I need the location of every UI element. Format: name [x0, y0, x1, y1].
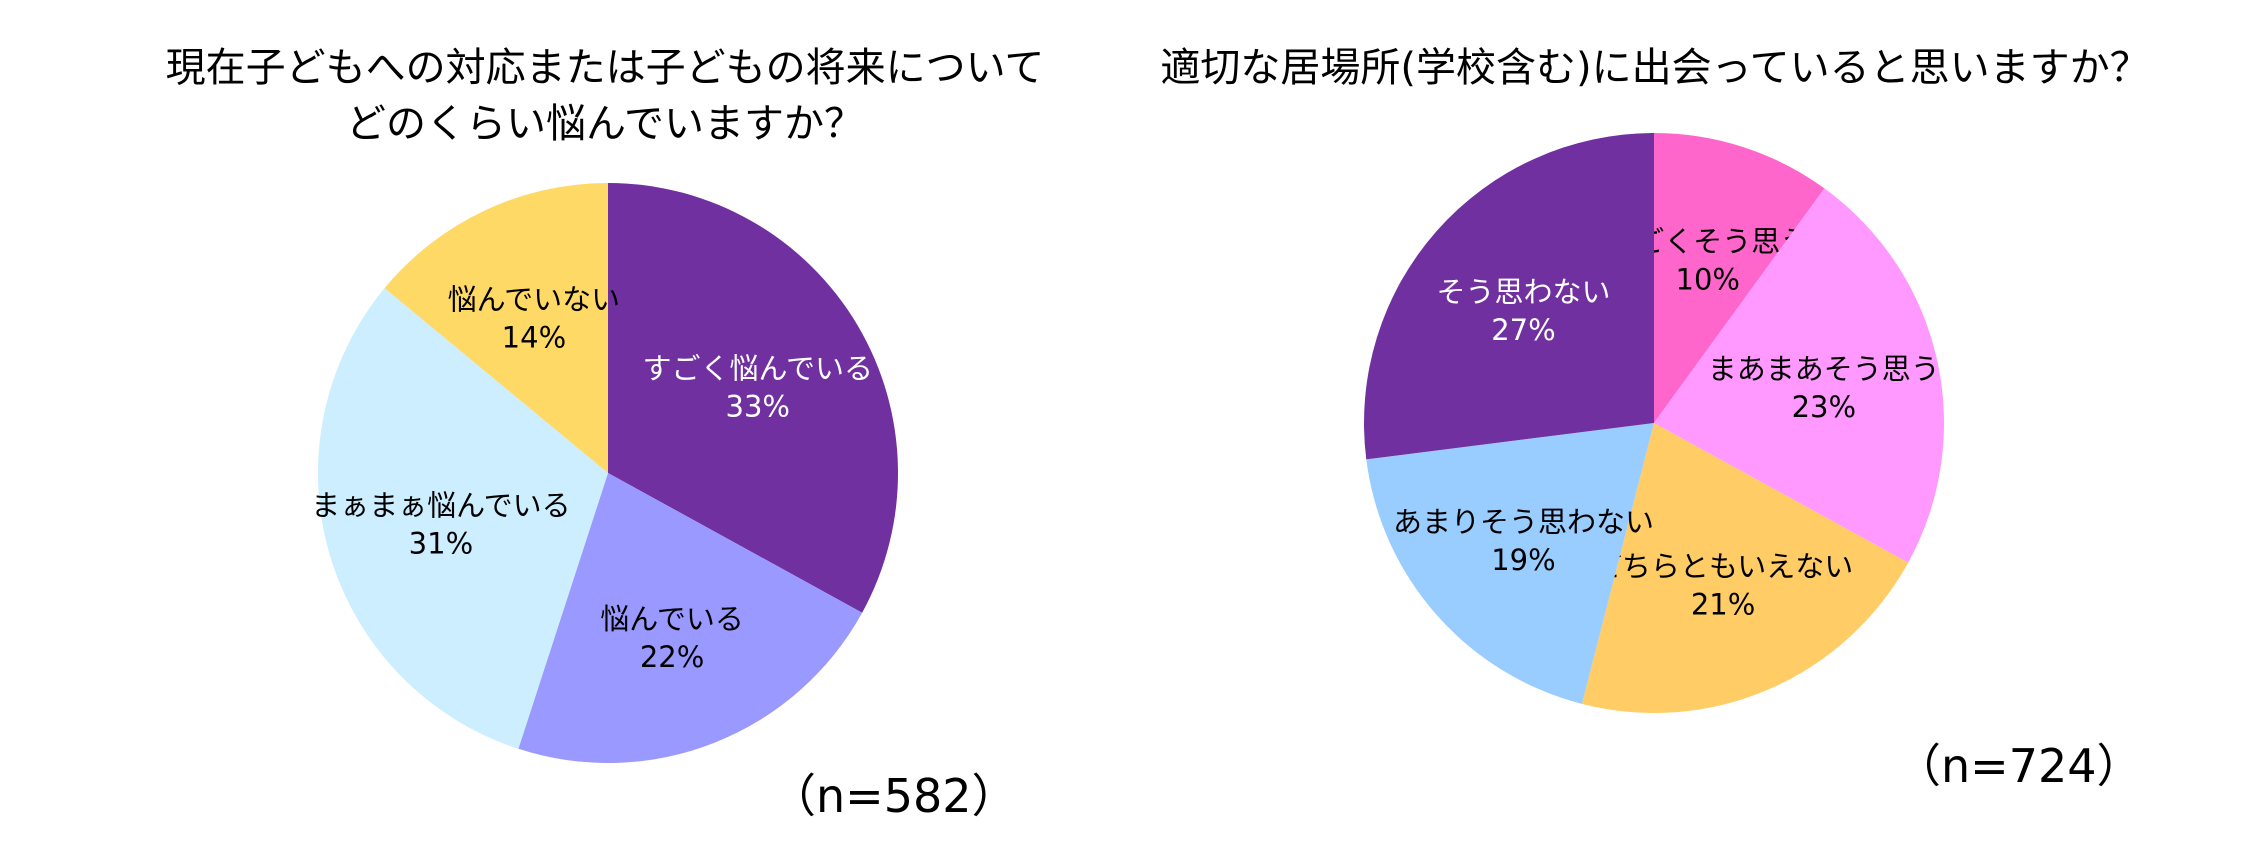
chart-1-title: 現在子どもへの対応または子どもの将来について どのくらい悩んでいますか？ [165, 45, 1045, 147]
pie-2-slice-1-value: 10% [1676, 263, 1740, 297]
chart-2-title: 適切な居場所(学校含む)に出会っていると思いますか？ [1160, 45, 2150, 91]
pie-1-slice-1 [608, 183, 899, 613]
pie-1-slice-1-label: すごく悩んでいる [642, 351, 873, 385]
pie-2-slice-1 [1654, 133, 1825, 423]
pie-1-slice-4-value: 14% [502, 321, 566, 355]
chart-1-sample-size: （n=582） [770, 769, 1018, 823]
pie-1-slice-3-value: 31% [409, 527, 473, 561]
pie-1-slice-2 [518, 473, 863, 764]
pie-chart-1: すごく悩んでいる 33% 悩んでいる 22% まぁまぁ悩んでいる 31% 悩んでいない 14% [311, 183, 899, 764]
pie-1-slice-2-value: 22% [640, 640, 704, 674]
pie-1-slice-3-label: まぁまぁ悩んでいる [311, 489, 571, 523]
pie-1-slice-3 [317, 288, 608, 749]
pie-2-slice-3-label: どちらともいえない [1593, 550, 1853, 584]
pie-2-slice-2-value: 23% [1792, 390, 1856, 424]
pie-2-slice-5 [1364, 133, 1654, 460]
pie-2-slice-5-value: 27% [1491, 313, 1555, 347]
pie-1-slice-2-label: 悩んでいる [600, 602, 744, 636]
pie-2-slice-3 [1581, 423, 1909, 714]
pie-1-slice-4 [384, 183, 608, 473]
pie-1-slice-4-label: 悩んでいない [448, 283, 621, 317]
pie-2-slice-2-label: まあまあそう思う [1708, 352, 1940, 386]
pie-2-slice-4-label: あまりそう思わない [1393, 505, 1654, 539]
pie-1-slice-1-value: 33% [726, 389, 790, 423]
pie-2-slice-4-value: 19% [1491, 543, 1555, 577]
pie-2-slice-4 [1366, 423, 1654, 704]
pie-2-slice-2 [1654, 188, 1944, 563]
chart-2-sample-size: （n=724） [1895, 739, 2143, 793]
pie-chart-2: すごくそう思う10%まあまあそう思う23%どちらともいえない21%あまりそう思わ… [1364, 133, 1944, 714]
pie-2-slice-5-label: そう思わない [1436, 275, 1610, 309]
pie-2-slice-3-value: 21% [1691, 588, 1755, 622]
